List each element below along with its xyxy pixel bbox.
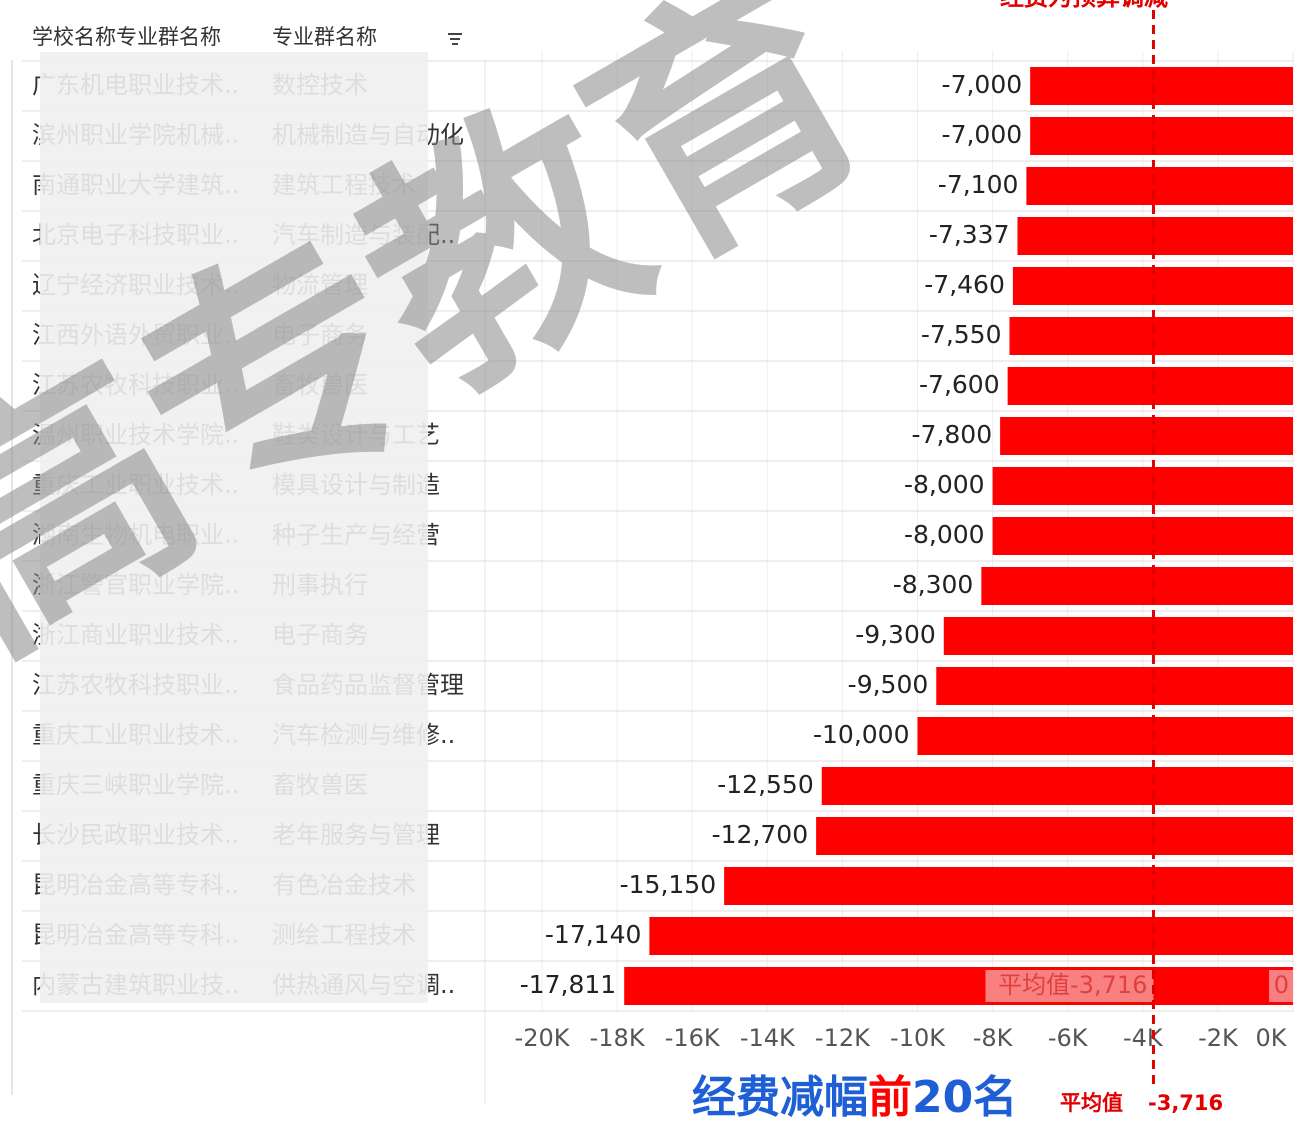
zero-label-bg bbox=[1269, 970, 1293, 1002]
bar bbox=[649, 917, 1293, 955]
data-label: -7,600 bbox=[919, 370, 1000, 399]
data-label: -12,700 bbox=[712, 820, 809, 849]
x-tick-label: -18K bbox=[590, 1024, 646, 1052]
bar bbox=[1007, 367, 1293, 405]
data-label: -8,000 bbox=[904, 470, 985, 499]
bar bbox=[992, 467, 1293, 505]
x-tick-label: 0K bbox=[1255, 1024, 1287, 1052]
bar bbox=[1009, 317, 1293, 355]
x-tick-label: -2K bbox=[1198, 1024, 1239, 1052]
data-label: -7,100 bbox=[938, 170, 1019, 199]
data-label: -17,811 bbox=[520, 970, 617, 999]
x-tick-label: -16K bbox=[665, 1024, 721, 1052]
caption-part: 经费减幅 bbox=[692, 1072, 868, 1123]
column-header: 学校名称专业群名称 bbox=[32, 25, 221, 49]
bar bbox=[981, 567, 1293, 605]
sort-icon[interactable] bbox=[448, 33, 462, 45]
zero-label: 0 bbox=[1274, 971, 1289, 999]
x-tick-label: -4K bbox=[1123, 1024, 1164, 1052]
data-label: -12,550 bbox=[717, 770, 814, 799]
bar bbox=[816, 817, 1293, 855]
chart-title: 经费为预算调减 bbox=[1000, 0, 1168, 11]
bar bbox=[1000, 417, 1293, 455]
x-tick-label: -14K bbox=[740, 1024, 796, 1052]
x-tick-label: -6K bbox=[1048, 1024, 1089, 1052]
reference-label-bg bbox=[985, 970, 1154, 1002]
data-label: -7,800 bbox=[912, 420, 993, 449]
bar bbox=[1017, 217, 1293, 255]
mask bbox=[40, 52, 428, 1003]
data-label: -17,140 bbox=[545, 920, 642, 949]
data-label: -7,337 bbox=[929, 220, 1010, 249]
data-label: -8,000 bbox=[904, 520, 985, 549]
bar bbox=[992, 517, 1293, 555]
data-label: -10,000 bbox=[813, 720, 910, 749]
bar bbox=[821, 767, 1293, 805]
data-label: -7,550 bbox=[921, 320, 1002, 349]
caption-note: -3,716 bbox=[1148, 1091, 1223, 1115]
data-label: -9,500 bbox=[848, 670, 929, 699]
data-label: -8,300 bbox=[893, 570, 974, 599]
data-label: -7,000 bbox=[942, 120, 1023, 149]
bar bbox=[1026, 167, 1293, 205]
data-label: -9,300 bbox=[855, 620, 936, 649]
x-tick-label: -20K bbox=[515, 1024, 571, 1052]
bar bbox=[624, 967, 1293, 1005]
x-tick-label: -12K bbox=[815, 1024, 871, 1052]
caption-part: 20名 bbox=[912, 1072, 1017, 1123]
bar bbox=[936, 667, 1293, 705]
column-header: 专业群名称 bbox=[272, 25, 377, 49]
bar bbox=[943, 617, 1293, 655]
caption-part: 前 bbox=[868, 1072, 912, 1123]
data-label: -15,150 bbox=[620, 870, 717, 899]
bar bbox=[1030, 67, 1293, 105]
caption-note: 平均值 bbox=[1060, 1091, 1123, 1115]
data-label: -7,460 bbox=[924, 270, 1005, 299]
bar bbox=[1030, 117, 1293, 155]
bar bbox=[724, 867, 1293, 905]
x-tick-label: -10K bbox=[890, 1024, 946, 1052]
caption: 经费减幅前20名 bbox=[692, 1072, 1017, 1123]
bar bbox=[917, 717, 1293, 755]
x-tick-label: -8K bbox=[973, 1024, 1014, 1052]
data-label: -7,000 bbox=[942, 70, 1023, 99]
reference-label: 平均值-3,716 bbox=[998, 971, 1147, 999]
